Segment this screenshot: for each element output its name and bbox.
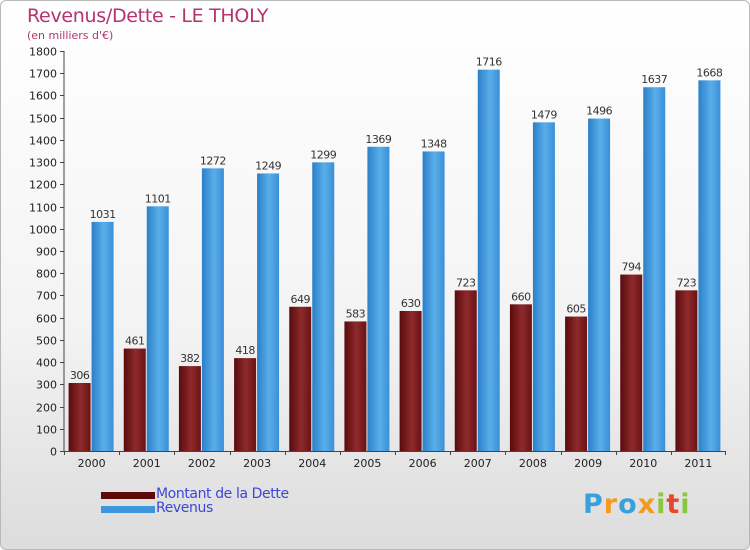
chart-title: Revenus/Dette - LE THOLY <box>27 5 269 27</box>
y-tick-label: 400 <box>36 357 57 370</box>
bar-revenus <box>146 206 169 451</box>
bar-revenus <box>201 168 224 452</box>
y-tick-label: 600 <box>36 313 57 326</box>
proxiti-logo: Proxiti <box>583 489 691 520</box>
data-label-dette: 583 <box>346 307 366 320</box>
x-tick-label: 2005 <box>353 457 381 470</box>
x-tick-label: 2004 <box>298 457 326 470</box>
y-tick-label: 1200 <box>29 179 57 192</box>
logo-letter: r <box>603 489 619 520</box>
bar-dette <box>344 321 367 451</box>
y-tick-label: 1700 <box>29 68 57 81</box>
y-tick-label: 1100 <box>29 202 57 215</box>
bar-revenus <box>532 122 555 451</box>
y-tick-label: 200 <box>36 402 57 415</box>
logo-letter: i <box>656 489 667 520</box>
data-label-dette: 723 <box>456 276 476 289</box>
data-label-dette: 418 <box>235 344 255 357</box>
x-tick-label: 2010 <box>629 457 657 470</box>
logo-letter: t <box>666 489 681 520</box>
bar-dette <box>68 383 91 451</box>
bar-dette <box>289 306 312 451</box>
y-tick-label: 700 <box>36 290 57 303</box>
y-tick-label: 1300 <box>29 157 57 170</box>
x-tick-label: 2009 <box>574 457 602 470</box>
data-label-dette: 306 <box>70 369 90 382</box>
bar-dette <box>565 316 588 451</box>
data-label-dette: 723 <box>677 276 697 289</box>
legend-swatch-dette <box>101 492 155 499</box>
logo-letter: P <box>583 489 604 520</box>
bar-revenus <box>422 151 445 451</box>
legend-swatch-revenus <box>101 506 155 513</box>
bar-dette <box>675 290 698 451</box>
bar-revenus <box>367 146 390 451</box>
y-tick-label: 1400 <box>29 135 57 148</box>
y-tick-label: 300 <box>36 379 57 392</box>
x-tick-label: 2007 <box>464 457 492 470</box>
bar-dette <box>399 311 422 451</box>
data-label-revenus: 1369 <box>365 133 391 146</box>
x-tick-label: 2000 <box>78 457 106 470</box>
data-label-revenus: 1249 <box>255 159 281 172</box>
x-tick-label: 2011 <box>684 457 712 470</box>
bar-dette <box>509 304 532 451</box>
data-label-dette: 605 <box>566 303 586 316</box>
x-tick-label: 2006 <box>409 457 437 470</box>
chart-subtitle: (en milliers d'€) <box>27 29 114 42</box>
y-tick-label: 800 <box>36 268 57 281</box>
x-tick-label: 2002 <box>188 457 216 470</box>
data-label-dette: 382 <box>180 352 200 365</box>
bar-revenus <box>477 69 500 452</box>
y-tick-label: 100 <box>36 424 57 437</box>
bar-dette <box>123 348 146 451</box>
x-tick-label: 2001 <box>133 457 161 470</box>
data-label-dette: 649 <box>291 293 311 306</box>
bar-revenus <box>91 221 114 451</box>
data-label-revenus: 1637 <box>641 73 667 86</box>
legend-label-dette: Montant de la Dette <box>156 486 289 502</box>
logo-letter: o <box>618 489 638 520</box>
data-label-revenus: 1348 <box>421 137 447 150</box>
y-tick-label: 1600 <box>29 90 57 103</box>
data-label-revenus: 1668 <box>696 66 722 79</box>
y-tick-label: 1000 <box>29 224 57 237</box>
data-label-dette: 630 <box>401 297 421 310</box>
data-label-revenus: 1031 <box>90 208 116 221</box>
bar-revenus <box>257 173 280 451</box>
data-label-dette: 660 <box>511 290 531 303</box>
y-tick-label: 900 <box>36 246 57 259</box>
data-label-revenus: 1716 <box>476 56 502 69</box>
y-tick-label: 1500 <box>29 113 57 126</box>
bar-dette <box>178 366 201 451</box>
logo-letter: i <box>680 489 691 520</box>
data-label-revenus: 1299 <box>310 148 336 161</box>
bar-dette <box>234 358 257 451</box>
bar-revenus <box>588 118 611 452</box>
data-label-dette: 461 <box>125 335 145 348</box>
y-tick-label: 0 <box>50 446 57 459</box>
data-label-revenus: 1479 <box>531 108 557 121</box>
logo-letter: x <box>637 489 657 520</box>
data-label-dette: 794 <box>622 261 642 274</box>
data-label-revenus: 1272 <box>200 154 226 167</box>
bar-revenus <box>312 162 335 452</box>
x-tick-label: 2003 <box>243 457 271 470</box>
bar-dette <box>620 274 643 451</box>
legend-label-revenus: Revenus <box>156 500 213 516</box>
bar-dette <box>454 290 477 451</box>
bar-revenus <box>643 87 666 451</box>
y-tick-label: 500 <box>36 335 57 348</box>
data-label-revenus: 1101 <box>145 192 171 205</box>
bar-revenus <box>698 80 721 451</box>
data-label-revenus: 1496 <box>586 105 612 118</box>
x-tick-label: 2008 <box>519 457 547 470</box>
y-tick-label: 1800 <box>29 46 57 59</box>
